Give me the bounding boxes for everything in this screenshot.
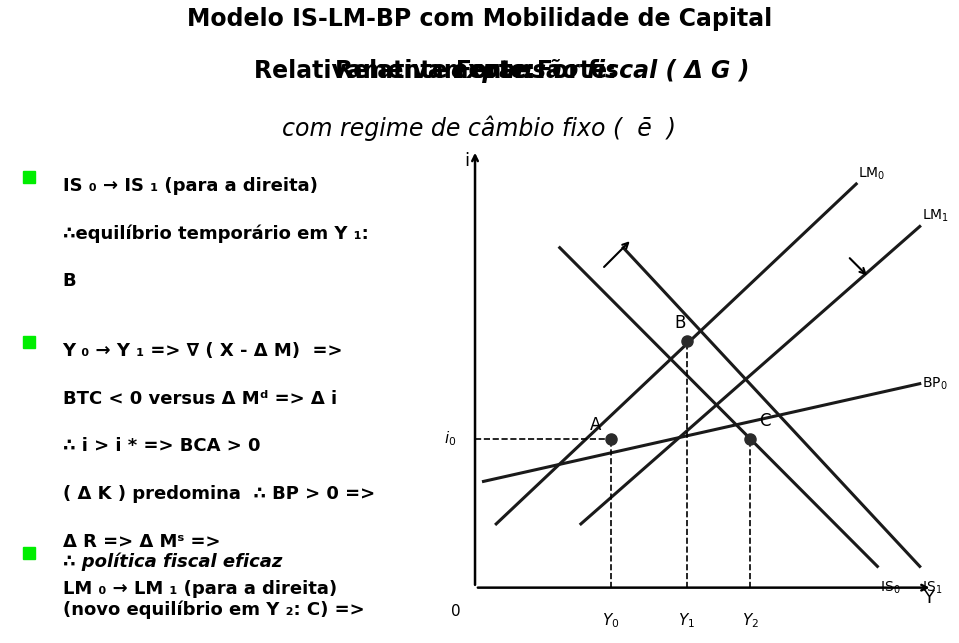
Text: LM ₀ → LM ₁ (para a direita): LM ₀ → LM ₁ (para a direita) bbox=[62, 580, 337, 598]
Text: A: A bbox=[590, 417, 600, 435]
Text: LM$_0$: LM$_0$ bbox=[858, 165, 886, 182]
Text: IS ₀ → IS ₁ (para a direita): IS ₀ → IS ₁ (para a direita) bbox=[62, 177, 317, 195]
Text: Y: Y bbox=[923, 588, 934, 606]
Text: B: B bbox=[62, 272, 76, 290]
Text: C: C bbox=[759, 412, 770, 430]
Text: Δ R => Δ Mˢ =>: Δ R => Δ Mˢ => bbox=[62, 532, 220, 550]
Text: (novo equilíbrio em Y ₂: C) =>: (novo equilíbrio em Y ₂: C) => bbox=[62, 601, 364, 619]
Text: $Y_2$: $Y_2$ bbox=[742, 611, 759, 629]
Text: Modelo IS-LM-BP com Mobilidade de Capital: Modelo IS-LM-BP com Mobilidade de Capita… bbox=[187, 7, 772, 31]
Text: com regime de câmbio fixo (  ē  ): com regime de câmbio fixo ( ē ) bbox=[283, 116, 676, 141]
Text: ∴ política fiscal eficaz: ∴ política fiscal eficaz bbox=[62, 553, 282, 571]
Text: ( Δ K ) predomina  ∴ BP > 0 =>: ( Δ K ) predomina ∴ BP > 0 => bbox=[62, 485, 375, 503]
Text: $Y_0$: $Y_0$ bbox=[602, 611, 620, 629]
Text: $i_0$: $i_0$ bbox=[444, 430, 456, 448]
Text: Y ₀ → Y ₁ => ∇ ( X - Δ M)  =>: Y ₀ → Y ₁ => ∇ ( X - Δ M) => bbox=[62, 342, 343, 360]
Text: ∴ i > i * => BCA > 0: ∴ i > i * => BCA > 0 bbox=[62, 437, 260, 455]
Text: IS$_1$: IS$_1$ bbox=[922, 579, 942, 595]
Text: ∴equilíbrio temporário em Y ₁:: ∴equilíbrio temporário em Y ₁: bbox=[62, 224, 368, 242]
Text: BTC < 0 versus Δ Mᵈ => Δ i: BTC < 0 versus Δ Mᵈ => Δ i bbox=[62, 390, 337, 408]
Text: expansão fiscal ( Δ G ): expansão fiscal ( Δ G ) bbox=[451, 59, 749, 84]
Text: $Y_1$: $Y_1$ bbox=[678, 611, 695, 629]
Text: Relativamente Forte: expansão fiscal ( Δ G ): Relativamente Forte: expansão fiscal ( Δ… bbox=[186, 59, 773, 84]
Text: Relativamente Forte:: Relativamente Forte: bbox=[335, 59, 624, 84]
Text: Relativamente Forte:: Relativamente Forte: bbox=[254, 59, 544, 84]
Text: B: B bbox=[674, 314, 686, 332]
Text: i: i bbox=[464, 152, 470, 170]
Text: 0: 0 bbox=[451, 604, 460, 619]
Text: LM$_1$: LM$_1$ bbox=[922, 208, 949, 224]
Text: IS$_0$: IS$_0$ bbox=[879, 579, 901, 595]
Text: BP$_0$: BP$_0$ bbox=[922, 376, 947, 392]
